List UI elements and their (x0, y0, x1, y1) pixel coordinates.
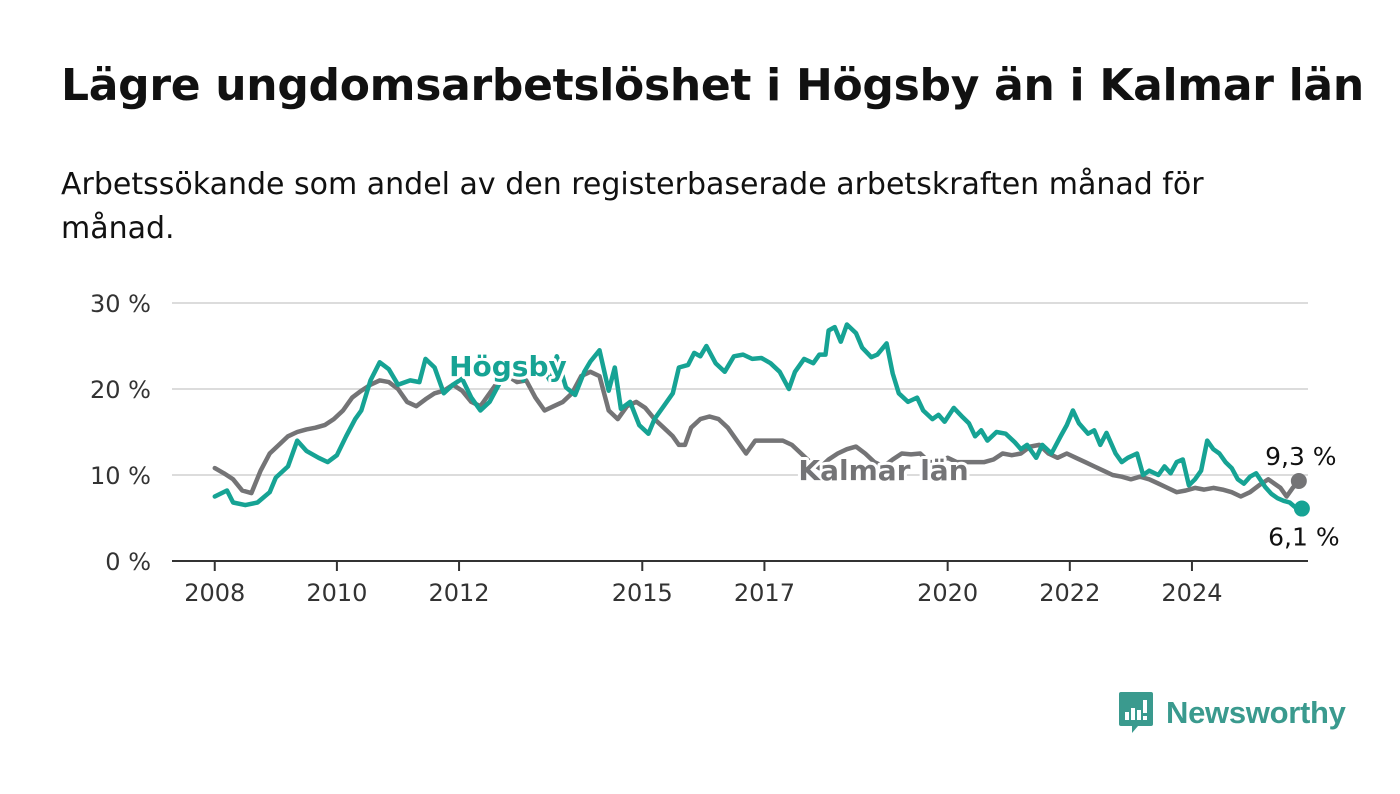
y-tick-label: 0 % (105, 548, 151, 576)
chart-title: Lägre ungdomsarbetslöshet i Högsby än i … (61, 60, 1364, 111)
y-tick-label: 30 % (90, 290, 151, 318)
newsworthy-logo-icon (1119, 692, 1153, 733)
x-tick-label: 2010 (306, 579, 367, 607)
y-tick-label: 20 % (90, 376, 151, 404)
series-line-kalmar-l-n (212, 369, 1302, 499)
series-label-kalmar-l-n: Kalmar län (798, 454, 968, 487)
series-label-halo: Kalmar län (798, 454, 968, 487)
x-tick-label: 2017 (734, 579, 795, 607)
series-end-point-h-gsby (1293, 500, 1310, 517)
series-label-halo: Högsby (449, 350, 567, 383)
series-label-h-gsby: Högsby (449, 350, 567, 383)
end-value-label-kalmar-l-n: 9,3 % (1265, 442, 1336, 471)
x-tick-label: 2020 (917, 579, 978, 607)
brand-logo[interactable]: Newsworthy (1118, 690, 1346, 736)
chart-subtitle: Arbetssökande som andel av den registerb… (61, 167, 1204, 246)
series-lines (212, 322, 1310, 517)
x-tick-label: 2022 (1039, 579, 1100, 607)
y-tick-label: 10 % (90, 462, 151, 490)
axes: 0 % 10 % 20 % 30 % 2008 2010 2012 2015 2017 2020 2… (90, 290, 1308, 607)
series-end-point-kalmar-l-n (1290, 473, 1307, 490)
x-tick-label: 2024 (1161, 579, 1222, 607)
x-tick-label: 2012 (429, 579, 490, 607)
end-value-label-h-gsby: 6,1 % (1268, 523, 1339, 552)
x-tick-label: 2008 (184, 579, 245, 607)
x-tick-label: 2015 (612, 579, 673, 607)
brand-name: Newsworthy (1166, 695, 1346, 730)
grid-lines (172, 302, 1308, 476)
series-line-h-gsby (212, 322, 1305, 511)
